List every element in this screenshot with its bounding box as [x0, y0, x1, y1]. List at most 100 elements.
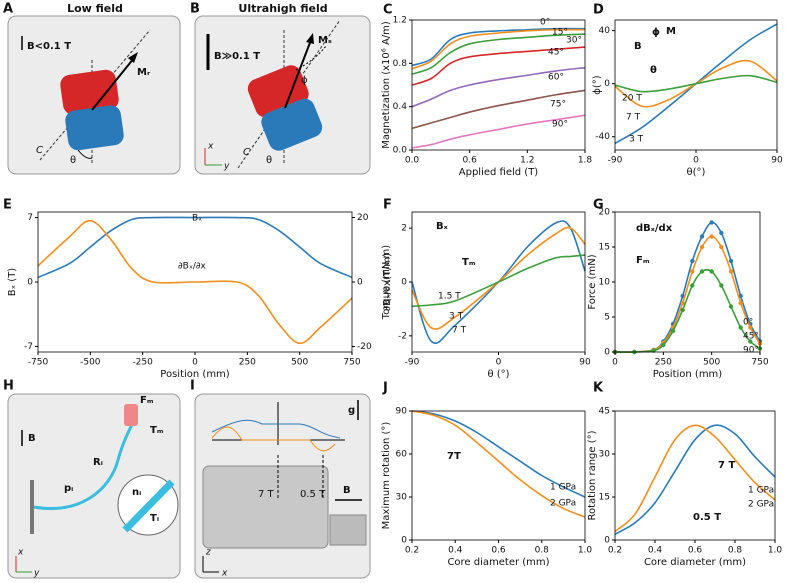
y-tick-label: 2 [401, 224, 407, 234]
arrow [284, 39, 312, 109]
panel-title: Low field [67, 2, 123, 15]
series-label: 7 T [452, 326, 467, 336]
arrowhead [128, 52, 138, 63]
y-axis-label: ϕ(°) [592, 75, 603, 94]
panel-label: F [383, 198, 392, 213]
data-point [690, 258, 695, 264]
magnet-south [65, 105, 124, 151]
series-line [614, 268, 761, 353]
annotation: B [634, 41, 642, 52]
series-line [411, 28, 586, 70]
x-axis-label: Applied field (T) [459, 167, 539, 178]
series-label: ∂Bₓ/∂x [178, 262, 207, 272]
arrowhead [306, 33, 314, 44]
series-label: 90° [552, 120, 568, 130]
x-tick-label: 0 [693, 156, 699, 166]
series-line [411, 46, 586, 86]
moment-label: Mᵣ [137, 67, 151, 78]
panel-label: G [593, 198, 604, 213]
series-line [411, 410, 586, 498]
series-line [614, 235, 761, 353]
series-line [411, 66, 586, 108]
x-tick-label: 1.0 [768, 546, 783, 556]
y-tick-label: 0.4 [393, 102, 408, 112]
x-tick-label: -250 [132, 358, 153, 368]
series-label: 45° [548, 48, 564, 58]
x-tick-label: 90 [771, 156, 783, 166]
data-point [690, 283, 695, 288]
y-tick-label: 10 [599, 278, 611, 288]
angle-arc [295, 45, 327, 71]
data-point [670, 328, 676, 334]
x-tick-label: 1.0 [578, 546, 593, 556]
series-line [614, 74, 778, 93]
y-tick-label: 40 [599, 26, 611, 36]
y-tick-label: 20 [599, 208, 611, 218]
y-tick-label: 5 [604, 313, 610, 323]
series-label: 1 GPa [748, 486, 774, 496]
annotation: 7T [447, 451, 461, 462]
x-tick-label: 0.6 [491, 546, 506, 556]
x-tick-label: 0.8 [535, 546, 550, 556]
y-tick-label: 0 [604, 79, 610, 89]
y-axis-label: Bₓ (T) [7, 268, 18, 296]
y-tick-label: 60 [396, 450, 408, 460]
y-tick-label: 0 [27, 278, 33, 288]
panel-title: Ultrahigh field [238, 2, 327, 15]
x-axis-label: Core diameter (mm) [644, 557, 746, 568]
data-point [699, 244, 705, 250]
x-tick-label: 0.0 [405, 156, 420, 166]
axis-label: x [207, 142, 214, 152]
series-label: 20 T [622, 94, 642, 104]
series-line [614, 424, 776, 535]
x-tick-label: 90 [579, 358, 591, 368]
axis-label: y [33, 569, 40, 579]
series-label: 1.5 T [438, 292, 461, 302]
panel-label: I [190, 379, 195, 394]
x-tick-label: 1.2 [520, 156, 534, 166]
data-point [748, 325, 753, 330]
y-tick-label: -2 [398, 331, 407, 341]
axis-label: C [243, 147, 250, 158]
y2-tick-label: -20 [357, 342, 372, 352]
y-tick-label: -7 [24, 342, 33, 352]
x-axis-label: θ(°) [687, 167, 706, 178]
y2-axis-label: ∂Bₓ/∂x(T/m) [382, 253, 393, 311]
force-label: Fₘ [140, 395, 154, 406]
y-tick-label: 0 [604, 536, 610, 546]
diagram-b: B Ultrahigh field B≫0.1 T Mₛ ϕ C θ x y [190, 2, 371, 175]
series-label: 90° [743, 346, 759, 356]
torque-label: Tᵢ [150, 513, 159, 524]
diagram-h: H B Fₘ Tₘ pᵢ Rᵢ nᵢ Tᵢ x y [3, 379, 181, 579]
field-label: B [343, 485, 351, 496]
series-label: 15° [552, 28, 568, 38]
panel-label: J [382, 381, 388, 396]
panel-label: A [3, 2, 13, 17]
x-axis-label: θ (°) [487, 369, 509, 380]
data-point [748, 339, 753, 344]
y-axis-label: Rotation range (°) [587, 430, 598, 520]
annotation: ϕ [652, 27, 660, 38]
plot-frame [411, 19, 586, 151]
y-tick-label: 90 [396, 407, 408, 417]
magnet-north [60, 69, 119, 115]
series-line [411, 114, 586, 149]
series-label: 2 GPa [550, 499, 576, 509]
data-point [709, 234, 714, 239]
x-axis-label: Position (mm) [160, 369, 229, 380]
data-point [690, 269, 695, 274]
data-point [728, 258, 734, 264]
panel-label: B [190, 2, 200, 17]
series-line [411, 410, 586, 518]
series-label: 30° [566, 36, 582, 46]
diagram-a: A Low field B<0.1 T Mᵣ C θ [3, 2, 181, 175]
x-tick-label: 0.4 [648, 546, 663, 556]
catheter-segment [122, 479, 175, 533]
annotation: θ [650, 65, 657, 76]
panel-label: C [383, 3, 393, 18]
y-tick-label: 0.8 [393, 59, 408, 69]
axis-label: C [36, 145, 43, 156]
stage [329, 514, 367, 546]
data-point [709, 220, 714, 225]
y-axis-label: Maximum rotation (°) [381, 422, 392, 530]
